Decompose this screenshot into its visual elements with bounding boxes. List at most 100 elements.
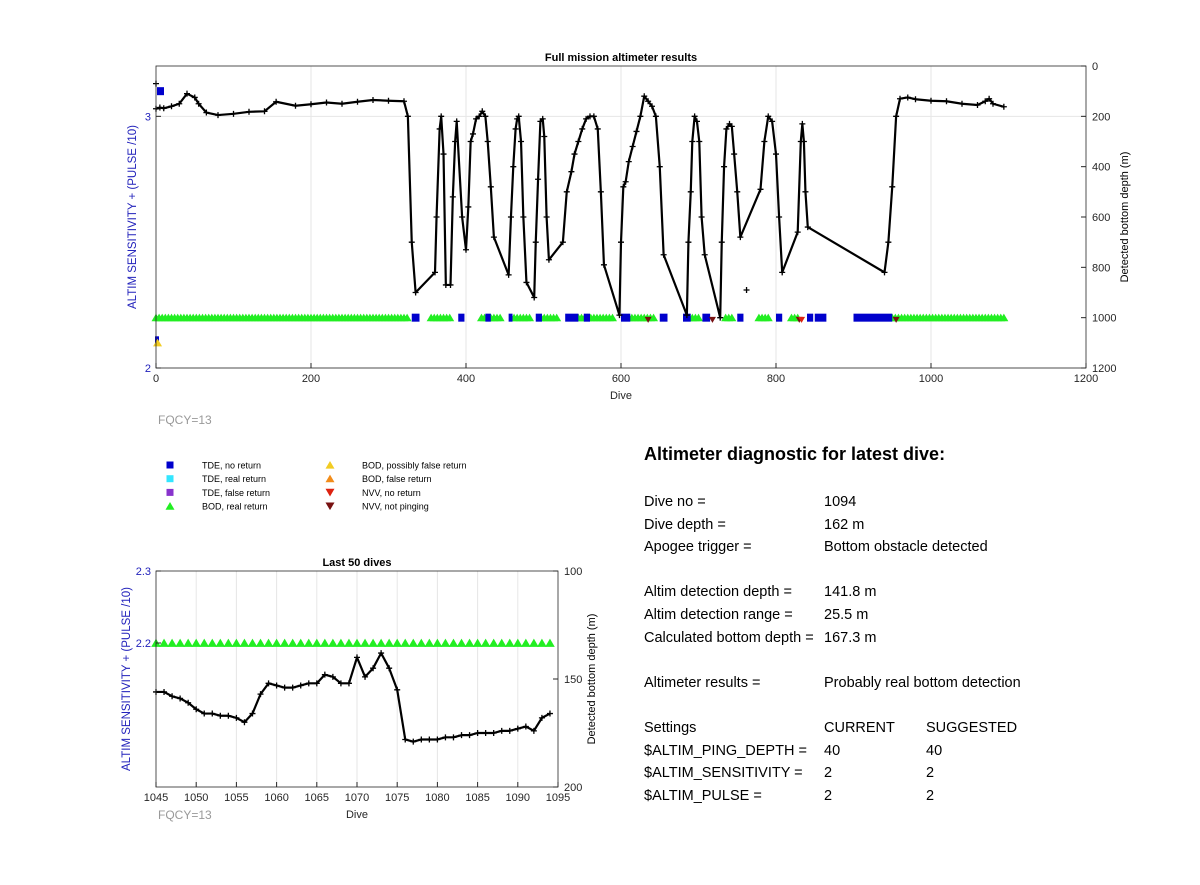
bod-real-return-marker bbox=[159, 638, 169, 647]
y-left-axis-label: ALTIM SENSITIVITY + (PULSE /10) bbox=[127, 125, 139, 309]
tde-no-return-marker bbox=[458, 313, 465, 322]
depth-point bbox=[257, 691, 264, 698]
depth-point bbox=[463, 246, 469, 253]
bod-real-return-marker bbox=[408, 638, 419, 647]
depth-point bbox=[656, 163, 663, 170]
depth-point bbox=[433, 214, 440, 220]
depth-point bbox=[473, 115, 480, 122]
x-tick-label: 1065 bbox=[305, 792, 329, 804]
bod-real-return-marker bbox=[472, 638, 483, 647]
depth-point bbox=[769, 118, 776, 125]
depth-point bbox=[689, 138, 696, 145]
bod-real-return-marker bbox=[402, 313, 412, 322]
depth-point bbox=[249, 710, 256, 717]
depth-point bbox=[701, 251, 708, 258]
depth-point bbox=[600, 261, 607, 268]
depth-point bbox=[717, 314, 724, 321]
depth-point bbox=[490, 234, 497, 241]
results-label: Altimeter results = bbox=[644, 674, 761, 691]
bod-real-return-marker bbox=[295, 638, 306, 647]
bod-real-return-marker bbox=[336, 638, 346, 647]
depth-point bbox=[308, 101, 314, 108]
fqcy-label: FQCY=13 bbox=[158, 808, 212, 822]
setting-name: $ALTIM_SENSITIVITY = bbox=[644, 765, 803, 782]
y-right-axis-label: Detected bottom depth (m) bbox=[1119, 152, 1131, 283]
bod-real-return-marker bbox=[167, 638, 177, 647]
suggested-label: SUGGESTED bbox=[926, 719, 1018, 736]
bod-real-return-marker bbox=[424, 638, 435, 647]
depth-point bbox=[633, 128, 640, 135]
bod-real-return-marker bbox=[504, 638, 515, 647]
y-left-axis-label: ALTIM SENSITIVITY + (PULSE /10) bbox=[121, 587, 133, 771]
nvv-marker bbox=[892, 316, 900, 323]
bod-real-return-marker bbox=[440, 638, 451, 647]
results-value: Probably real bottom detection bbox=[824, 674, 1021, 691]
depth-point bbox=[401, 98, 407, 105]
depth-point bbox=[474, 730, 481, 736]
x-tick-label: 1070 bbox=[345, 792, 369, 804]
depth-point bbox=[408, 239, 415, 246]
depth-point bbox=[354, 98, 361, 105]
x-axis-label: Dive bbox=[346, 809, 368, 821]
depth-point bbox=[693, 118, 700, 125]
depth-point bbox=[531, 294, 538, 301]
bod-real-return-marker bbox=[183, 638, 193, 647]
depth-point bbox=[418, 736, 425, 743]
y-right-tick-label: 0 bbox=[1092, 61, 1098, 73]
depth-point bbox=[622, 178, 629, 185]
bod-real-return-marker bbox=[513, 638, 523, 647]
bod-real-return-marker bbox=[456, 638, 467, 647]
depth-point bbox=[160, 105, 167, 112]
depth-point bbox=[538, 714, 545, 721]
setting-suggested: 2 bbox=[926, 787, 935, 804]
depth-point bbox=[209, 710, 216, 717]
calculated-depth-label: Calculated bottom depth = bbox=[644, 629, 814, 646]
tde-no-return-marker bbox=[776, 313, 783, 322]
depth-point bbox=[305, 680, 312, 687]
depth-point bbox=[177, 695, 184, 702]
y-right-axis-label: Detected bottom depth (m) bbox=[586, 614, 598, 745]
setting-current: 2 bbox=[824, 765, 833, 782]
depth-point bbox=[539, 115, 546, 122]
tde-no-return-marker bbox=[485, 313, 491, 322]
depth-point bbox=[292, 102, 299, 109]
depth-point bbox=[450, 734, 457, 741]
depth-point bbox=[625, 158, 632, 165]
y-right-tick-label: 150 bbox=[564, 674, 582, 686]
y-left-tick-label: 2.3 bbox=[136, 566, 151, 578]
setting-suggested: 2 bbox=[926, 765, 935, 782]
current-label: CURRENT bbox=[824, 719, 895, 736]
legend-marker bbox=[166, 461, 174, 469]
detection-depth-label: Altim detection depth = bbox=[644, 584, 792, 601]
depth-point bbox=[802, 188, 809, 195]
depth-point bbox=[452, 138, 459, 145]
legend-marker bbox=[166, 488, 174, 496]
depth-point bbox=[176, 100, 183, 107]
depth-point bbox=[652, 113, 659, 120]
legend-label: NVV, no return bbox=[362, 488, 421, 498]
depth-point bbox=[761, 138, 768, 145]
bod-real-return-marker bbox=[223, 638, 234, 647]
bod-real-return-marker bbox=[207, 638, 218, 647]
bod-real-return-marker bbox=[545, 638, 555, 647]
depth-point bbox=[506, 727, 513, 734]
depth-point bbox=[1000, 103, 1007, 110]
bod-real-return-marker bbox=[552, 313, 562, 322]
depth-point bbox=[594, 125, 601, 132]
bod-real-return-marker bbox=[303, 638, 314, 647]
tde-no-return-marker bbox=[508, 313, 513, 322]
setting-name: $ALTIM_PULSE = bbox=[644, 787, 762, 804]
depth-point bbox=[881, 269, 888, 276]
bod-real-return-marker bbox=[384, 638, 394, 647]
legend-marker bbox=[325, 474, 335, 483]
depth-point bbox=[261, 108, 268, 115]
depth-point bbox=[394, 686, 401, 693]
depth-point bbox=[546, 710, 553, 717]
depth-point bbox=[616, 312, 623, 319]
bod-real-return-marker bbox=[328, 638, 338, 647]
depth-point bbox=[484, 138, 491, 145]
depth-point bbox=[215, 112, 221, 119]
x-tick-label: 1085 bbox=[465, 792, 489, 804]
bod-real-return-marker bbox=[247, 638, 258, 647]
depth-point bbox=[329, 673, 336, 680]
